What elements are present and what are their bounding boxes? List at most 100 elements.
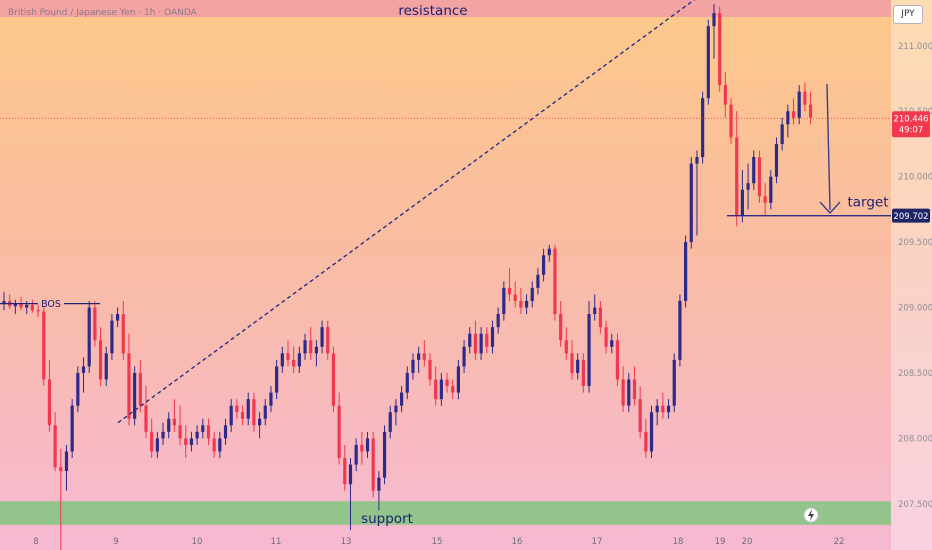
last-price-badge-bg xyxy=(892,111,930,138)
support-label: support xyxy=(361,511,413,527)
y-tick-label: 211.000 xyxy=(898,42,932,52)
bullish-candle xyxy=(394,399,398,426)
candle-body xyxy=(144,405,148,432)
candle-body xyxy=(524,300,529,308)
candle-body xyxy=(223,425,228,439)
candle-body xyxy=(19,303,23,308)
candle-body xyxy=(161,431,165,439)
candle-body xyxy=(752,157,756,184)
bullish-candle xyxy=(388,405,392,439)
bullish-candle xyxy=(706,19,710,105)
candle-body xyxy=(297,353,301,367)
candle-body xyxy=(598,307,602,328)
bullish-candle xyxy=(536,268,540,295)
candle-body xyxy=(155,438,159,452)
candle-body xyxy=(542,255,546,275)
bullish-candle xyxy=(246,392,250,426)
x-tick-label: 10 xyxy=(192,537,203,547)
candle-body xyxy=(519,300,523,308)
candle-body xyxy=(98,340,103,380)
candle-body xyxy=(36,310,40,312)
bullish-candle xyxy=(666,399,671,419)
bullish-candle xyxy=(502,281,506,321)
bearish-candle xyxy=(632,366,637,406)
candle-body xyxy=(400,392,404,406)
candle-body xyxy=(81,366,86,373)
bearish-candle xyxy=(803,82,807,112)
candle-body xyxy=(42,311,46,380)
candle-body xyxy=(121,314,125,354)
bullish-candle xyxy=(223,418,228,445)
candle-body xyxy=(666,405,671,413)
support-zone xyxy=(0,501,891,525)
candle-body xyxy=(769,176,773,203)
bullish-candle xyxy=(593,294,597,321)
bearish-candle xyxy=(451,379,455,400)
bullish-candle xyxy=(797,85,801,125)
bullish-candle xyxy=(587,300,591,393)
bearish-candle xyxy=(42,306,46,387)
candle-body xyxy=(712,13,716,27)
candle-body xyxy=(405,372,409,393)
candle-body xyxy=(536,274,540,288)
bullish-candle xyxy=(678,294,682,367)
bullish-candle xyxy=(530,281,534,308)
currency-button[interactable]: JPY xyxy=(893,5,923,24)
candle-body xyxy=(740,189,744,216)
bullish-candle xyxy=(701,91,705,164)
down-arrow-head xyxy=(819,201,841,215)
bullish-candle xyxy=(649,405,654,459)
candle-body xyxy=(30,304,34,311)
candle-body xyxy=(320,327,324,347)
candle-body xyxy=(25,304,29,308)
candle-body xyxy=(706,26,710,99)
bullish-candle xyxy=(769,170,773,210)
bullish-candle xyxy=(627,372,631,413)
candle-body xyxy=(559,314,563,341)
candle-body xyxy=(263,405,267,419)
candle-body xyxy=(53,425,57,468)
bearish-candle xyxy=(98,327,103,387)
bullish-candle xyxy=(752,150,756,190)
bearish-candle xyxy=(422,340,426,367)
bullish-candle xyxy=(655,399,659,426)
bearish-candle xyxy=(343,444,347,491)
candle-body xyxy=(587,314,591,387)
bullish-candle xyxy=(405,366,409,400)
bearish-candle xyxy=(604,320,608,354)
candle-body xyxy=(303,340,307,354)
bearish-candle xyxy=(178,405,182,445)
bullish-candle xyxy=(201,418,205,439)
bullish-candle xyxy=(468,327,472,354)
bos-label: BOS xyxy=(41,299,61,310)
candle-body xyxy=(479,333,483,354)
lightning-icon[interactable] xyxy=(803,507,819,523)
bullish-candle xyxy=(610,333,614,354)
last-price-value: 210.446 xyxy=(893,114,928,124)
candle-body xyxy=(218,438,222,452)
candle-body xyxy=(644,431,648,452)
candle-body xyxy=(127,353,131,419)
candle-body xyxy=(610,340,614,347)
candle-body xyxy=(627,379,631,406)
candle-body xyxy=(64,451,69,472)
y-tick-label: 208.500 xyxy=(898,369,932,379)
bearish-candle xyxy=(127,333,131,426)
candle-body xyxy=(473,333,478,354)
candle-body xyxy=(116,314,120,321)
bullish-candle xyxy=(672,353,676,413)
bullish-candle xyxy=(269,386,273,413)
bearish-candle xyxy=(507,268,512,301)
candle-body xyxy=(235,405,239,413)
symbol-title: British Pound / Japanese Yen · 1h · OAND… xyxy=(8,8,197,18)
candle-body xyxy=(729,104,733,138)
bullish-candle xyxy=(133,366,137,426)
candle-body xyxy=(547,248,551,256)
bullish-candle xyxy=(746,163,750,210)
lightning-bolt xyxy=(808,509,814,521)
bullish-candle xyxy=(314,340,318,367)
candle-body xyxy=(763,196,767,203)
bullish-candle xyxy=(229,399,233,432)
